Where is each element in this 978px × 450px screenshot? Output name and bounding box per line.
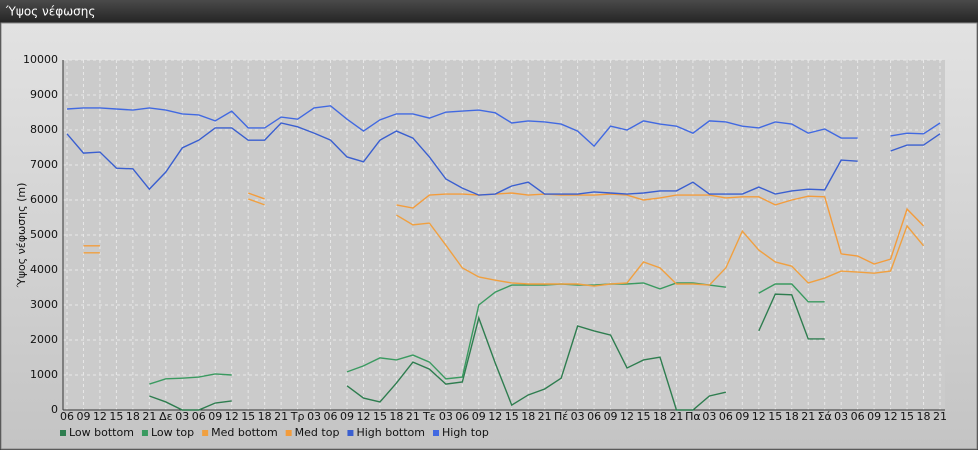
legend-swatch <box>285 430 292 436</box>
y-tick-label: 2000 <box>30 333 58 346</box>
x-tick-label: 06 <box>851 410 865 423</box>
y-tick-label: 10000 <box>23 53 58 66</box>
series-line <box>149 293 825 411</box>
legend-label: Low bottom <box>69 426 134 439</box>
x-tick-label: 21 <box>801 410 815 423</box>
x-tick-label: 12 <box>93 410 107 423</box>
legend-swatch <box>347 430 354 436</box>
x-tick-label: 21 <box>142 410 156 423</box>
x-tick-label: 21 <box>406 410 420 423</box>
x-tick-label: 18 <box>258 410 272 423</box>
x-tick-label: 09 <box>208 410 222 423</box>
x-tick-label: 09 <box>340 410 354 423</box>
x-tick-label: Τε <box>422 410 436 423</box>
x-tick-label: 21 <box>274 410 288 423</box>
x-tick-label: 09 <box>76 410 90 423</box>
x-tick-label: 12 <box>884 410 898 423</box>
x-tick-label: 15 <box>505 410 519 423</box>
x-tick-label: Πέ <box>554 410 568 423</box>
legend-swatch <box>60 430 66 436</box>
x-tick-label: 12 <box>488 410 502 423</box>
x-tick-label: 15 <box>373 410 387 423</box>
series-line <box>83 198 925 287</box>
x-tick-label: 21 <box>538 410 552 423</box>
x-tick-label: 03 <box>834 410 848 423</box>
x-tick-label: 03 <box>175 410 189 423</box>
x-tick-label: Τρ <box>290 410 305 423</box>
y-tick-label: 6000 <box>30 193 58 206</box>
x-tick-label: Πα <box>685 410 701 423</box>
legend-label: High bottom <box>356 426 425 439</box>
x-tick-label: 21 <box>933 410 947 423</box>
x-tick-label: 21 <box>669 410 683 423</box>
y-tick-label: 0 <box>51 403 58 416</box>
series-line <box>66 122 941 196</box>
x-tick-label: 03 <box>702 410 716 423</box>
y-tick-label: 8000 <box>30 123 58 136</box>
x-tick-label: 15 <box>241 410 255 423</box>
x-tick-label: 09 <box>867 410 881 423</box>
x-tick-label: 18 <box>653 410 667 423</box>
x-tick-label: 15 <box>637 410 651 423</box>
x-tick-label: 03 <box>307 410 321 423</box>
x-tick-label: 06 <box>324 410 338 423</box>
legend-swatch <box>202 430 209 436</box>
x-tick-label: 03 <box>439 410 453 423</box>
legend-label: Med top <box>295 426 340 439</box>
x-tick-label: Δε <box>159 410 173 423</box>
x-tick-label: 12 <box>752 410 766 423</box>
x-tick-label: 06 <box>587 410 601 423</box>
y-tick-label: 7000 <box>30 158 58 171</box>
x-tick-label: 18 <box>521 410 535 423</box>
legend-label: High top <box>442 426 489 439</box>
series-line <box>149 282 825 385</box>
x-tick-label: 09 <box>472 410 486 423</box>
x-tick-label: 15 <box>109 410 123 423</box>
x-tick-label: Σά <box>818 410 832 423</box>
y-tick-label: 9000 <box>30 88 58 101</box>
x-tick-label: 15 <box>768 410 782 423</box>
legend-swatch <box>433 430 439 436</box>
y-tick-label: 1000 <box>30 368 58 381</box>
legend-label: Low top <box>151 426 194 439</box>
x-tick-label: 18 <box>785 410 799 423</box>
window-title: Ύψος νέφωσης <box>5 5 95 19</box>
x-tick-label: 06 <box>455 410 469 423</box>
x-tick-label: 06 <box>60 410 74 423</box>
legend-swatch <box>141 430 148 436</box>
y-tick-label: 3000 <box>30 298 58 311</box>
x-tick-label: 15 <box>900 410 914 423</box>
x-tick-label: 06 <box>719 410 733 423</box>
x-tick-label: 09 <box>735 410 749 423</box>
x-tick-label: 12 <box>225 410 239 423</box>
x-tick-label: 18 <box>126 410 140 423</box>
x-tick-label: 18 <box>917 410 931 423</box>
legend-label: Med bottom <box>211 426 278 439</box>
series-line <box>66 105 941 148</box>
x-tick-label: 18 <box>389 410 403 423</box>
x-tick-label: 03 <box>571 410 585 423</box>
y-tick-label: 5000 <box>30 228 58 241</box>
x-tick-label: 12 <box>620 410 634 423</box>
x-tick-label: 06 <box>192 410 206 423</box>
x-tick-label: 12 <box>356 410 370 423</box>
x-tick-label: 09 <box>604 410 618 423</box>
title-bar <box>0 0 978 22</box>
y-tick-label: 4000 <box>30 263 58 276</box>
y-axis-label: Ύψος νέφωσης (m) <box>15 183 28 289</box>
